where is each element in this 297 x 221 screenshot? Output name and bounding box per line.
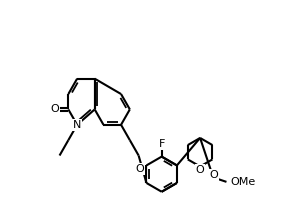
- Text: O: O: [196, 165, 204, 175]
- Text: O: O: [209, 170, 218, 180]
- Text: F: F: [159, 139, 165, 149]
- Text: O: O: [135, 164, 144, 174]
- Text: OMe: OMe: [230, 177, 256, 187]
- Text: O: O: [50, 104, 59, 114]
- Text: N: N: [73, 120, 81, 130]
